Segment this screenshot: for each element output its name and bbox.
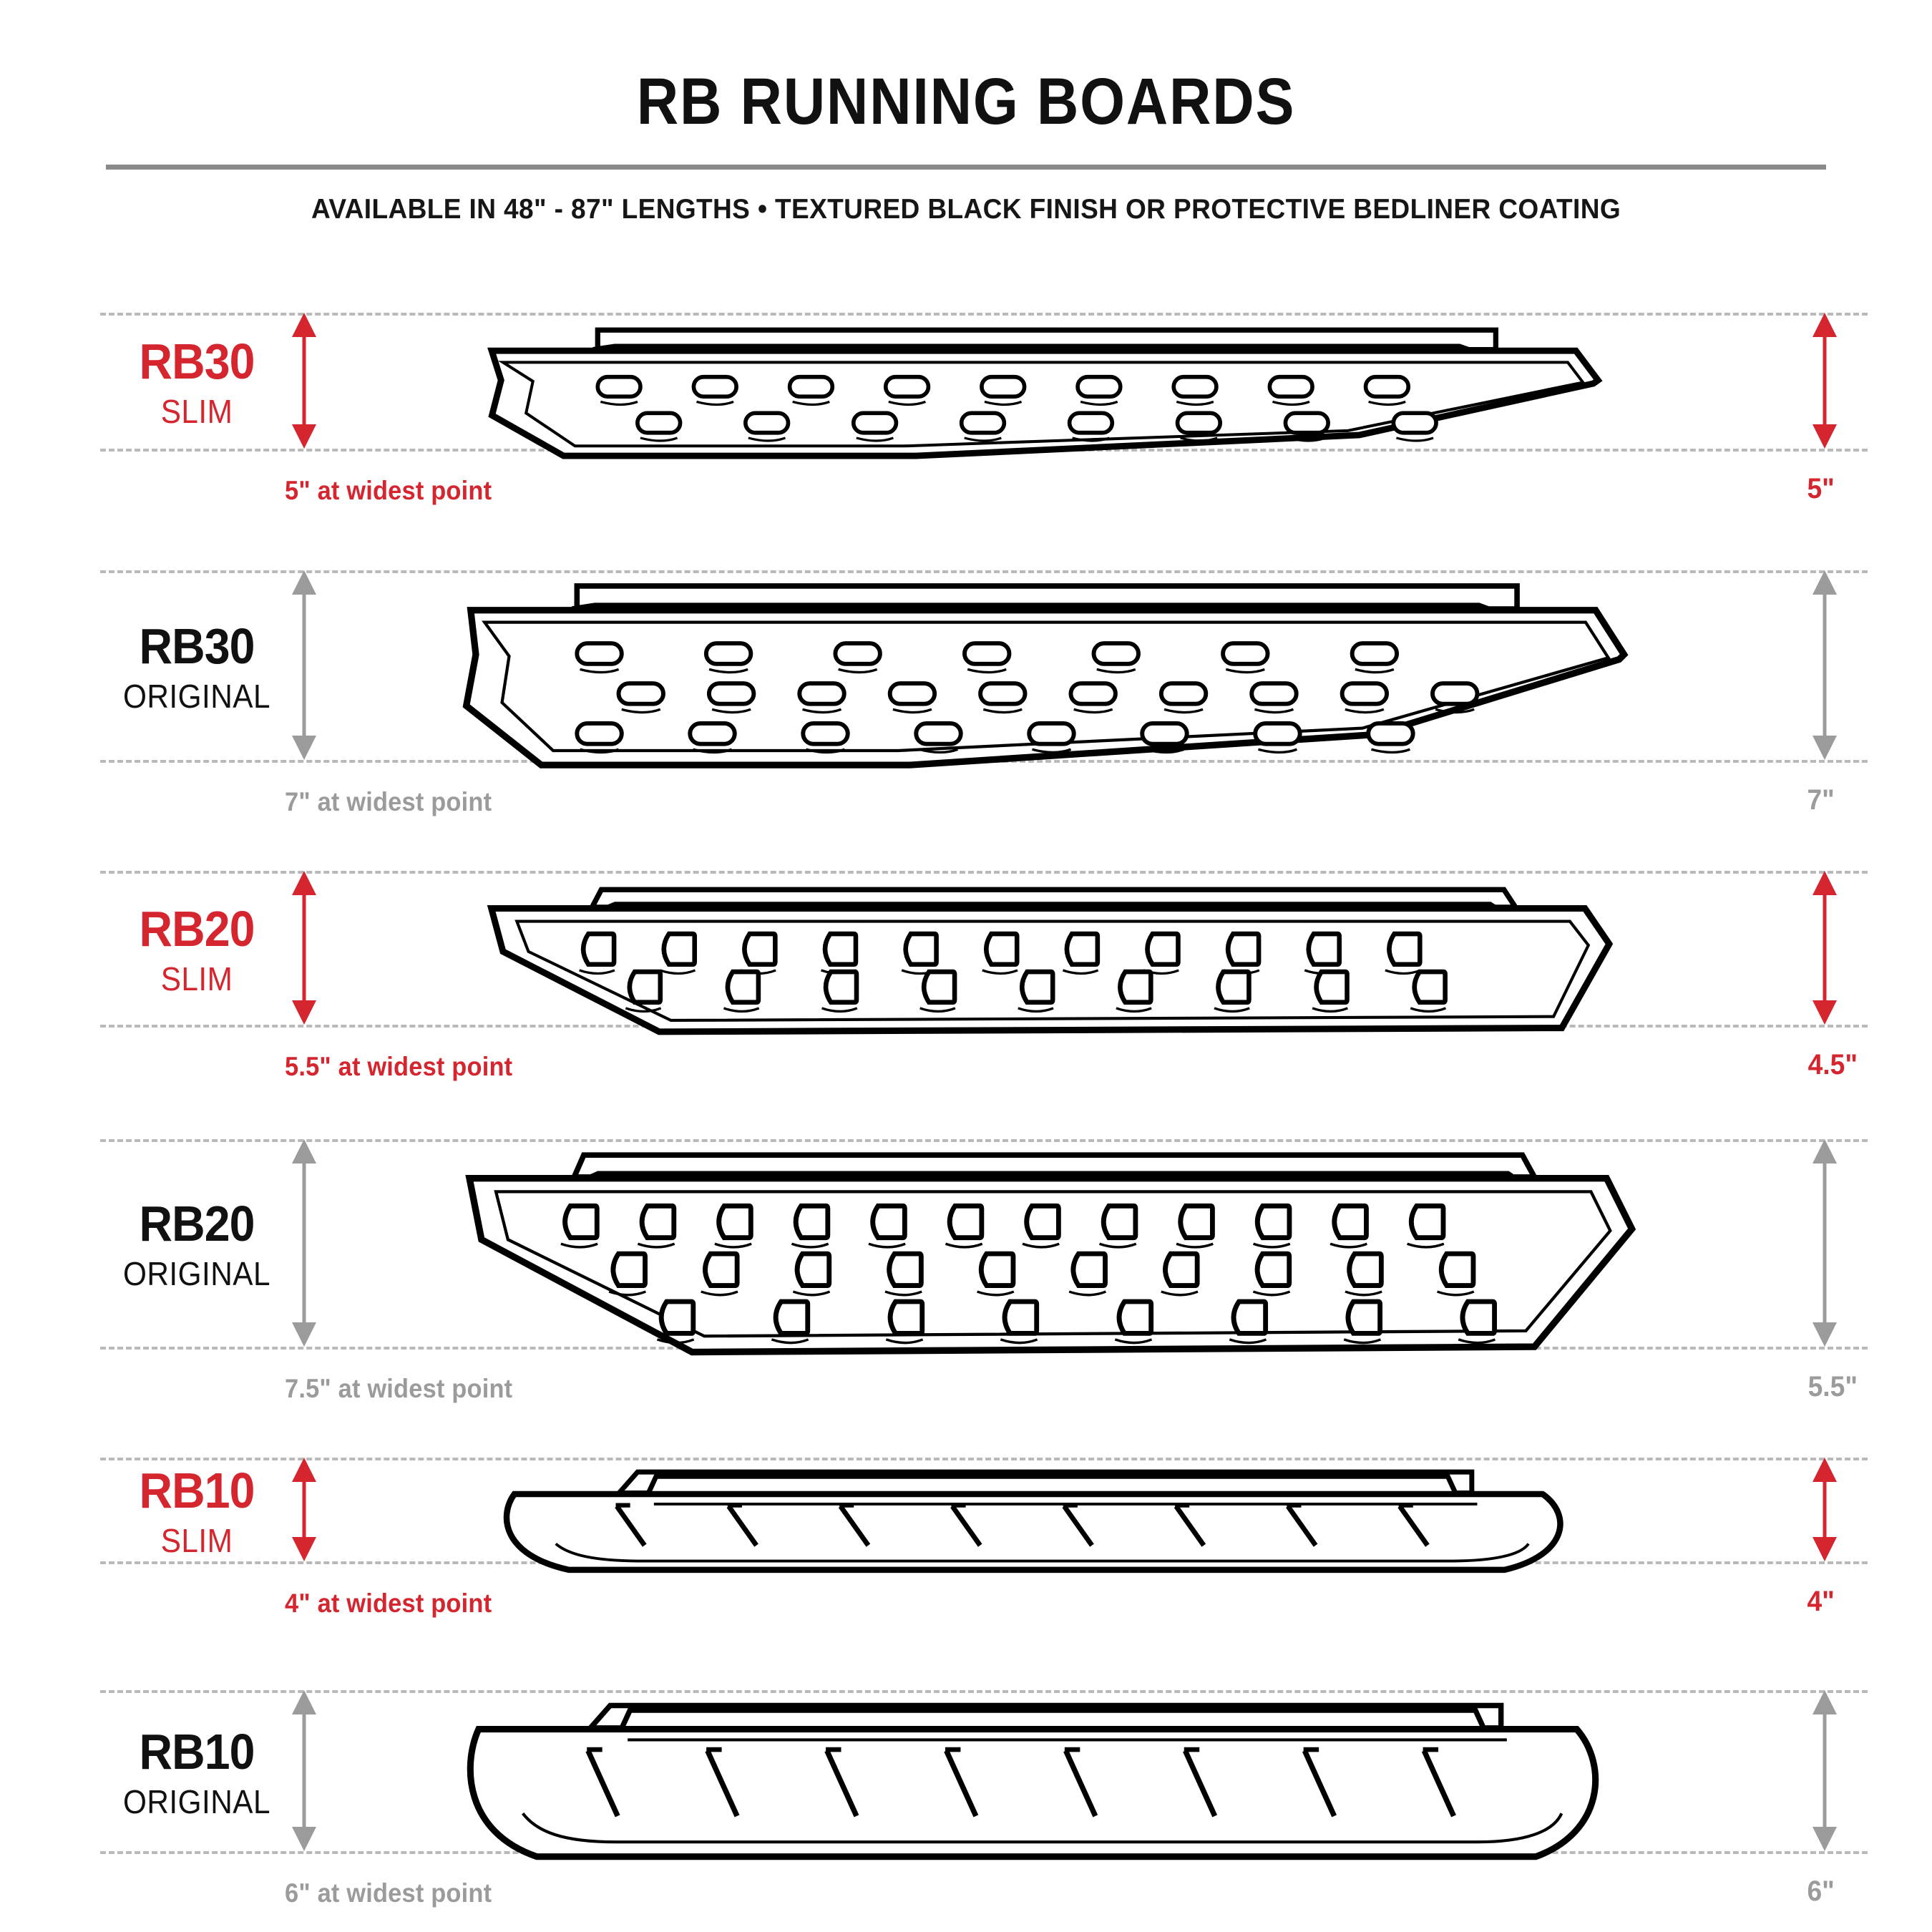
board-outline-svg <box>503 1469 1563 1574</box>
running-board-illustration <box>336 1458 1746 1604</box>
height-value-label: 4.5" <box>1807 1049 1858 1080</box>
product-model: RB10 <box>139 1723 255 1780</box>
dimension-arrow-left <box>290 313 318 449</box>
widest-point-label: 4" at widest point <box>285 1589 492 1618</box>
dimension-arrow-right <box>1810 313 1839 449</box>
product-model: RB30 <box>139 333 255 389</box>
board-outline-svg <box>467 1702 1599 1860</box>
widest-point-label: 6" at widest point <box>285 1878 492 1908</box>
product-variant: SLIM <box>160 1521 233 1559</box>
dimension-arrow-right <box>1810 1690 1839 1851</box>
dimension-arrow-right <box>1810 871 1839 1025</box>
widest-point-label: 7.5" at widest point <box>285 1374 513 1403</box>
height-value-label: 5" <box>1807 473 1835 504</box>
running-board-illustration <box>336 313 1746 492</box>
product-rows: RB30 SLIM 5" at widest point 5" <box>0 270 1932 1930</box>
board-outline-svg <box>487 887 1614 1035</box>
height-value-label: 5.5" <box>1807 1371 1858 1402</box>
running-board-illustration <box>336 1690 1746 1894</box>
page-header: RB RUNNING BOARDS AVAILABLE IN 48" - 87"… <box>0 0 1932 225</box>
dimension-arrow-right <box>1810 570 1839 760</box>
page-title: RB RUNNING BOARDS <box>636 65 1296 138</box>
product-label: RB20 SLIM <box>107 904 286 995</box>
dimension-arrow-right <box>1810 1458 1839 1561</box>
product-label: RB30 SLIM <box>107 336 286 428</box>
product-variant: ORIGINAL <box>123 1782 270 1820</box>
guide-line-top <box>100 1139 1868 1142</box>
product-label: RB30 ORIGINAL <box>107 621 286 713</box>
guide-line-top <box>100 871 1868 874</box>
dimension-arrow-left <box>290 1458 318 1561</box>
product-model: RB20 <box>139 900 255 957</box>
running-board-illustration <box>336 570 1746 803</box>
widest-point-label: 5" at widest point <box>285 476 492 505</box>
product-model: RB30 <box>139 618 255 674</box>
dimension-arrow-left <box>290 1690 318 1851</box>
dimension-arrow-left <box>290 871 318 1025</box>
product-label: RB20 ORIGINAL <box>107 1199 286 1290</box>
header-subtitle: AVAILABLE IN 48" - 87" LENGTHS • TEXTURE… <box>311 194 1621 225</box>
widest-point-label: 7" at widest point <box>285 787 492 816</box>
dimension-arrow-right <box>1810 1139 1839 1347</box>
guide-line-top <box>100 1690 1868 1693</box>
product-variant: ORIGINAL <box>123 1255 270 1292</box>
board-outline-svg <box>487 327 1603 459</box>
product-model: RB20 <box>139 1196 255 1252</box>
product-label: RB10 SLIM <box>107 1465 286 1557</box>
guide-line-top <box>100 570 1868 573</box>
product-variant: SLIM <box>160 393 233 430</box>
height-value-label: 4" <box>1807 1586 1835 1617</box>
running-board-illustration <box>336 1139 1746 1390</box>
product-variant: SLIM <box>160 960 233 997</box>
running-board-illustration <box>336 871 1746 1068</box>
product-model: RB10 <box>139 1462 255 1518</box>
product-variant: ORIGINAL <box>123 677 270 715</box>
height-value-label: 6" <box>1807 1875 1835 1907</box>
dimension-arrow-left <box>290 1139 318 1347</box>
guide-line-top <box>100 313 1868 316</box>
board-outline-svg <box>462 583 1629 769</box>
guide-line-top <box>100 1458 1868 1460</box>
board-outline-svg <box>465 1152 1636 1356</box>
header-divider <box>106 165 1826 170</box>
dimension-arrow-left <box>290 570 318 760</box>
height-value-label: 7" <box>1807 784 1835 816</box>
product-label: RB10 ORIGINAL <box>107 1727 286 1818</box>
widest-point-label: 5.5" at widest point <box>285 1052 513 1081</box>
